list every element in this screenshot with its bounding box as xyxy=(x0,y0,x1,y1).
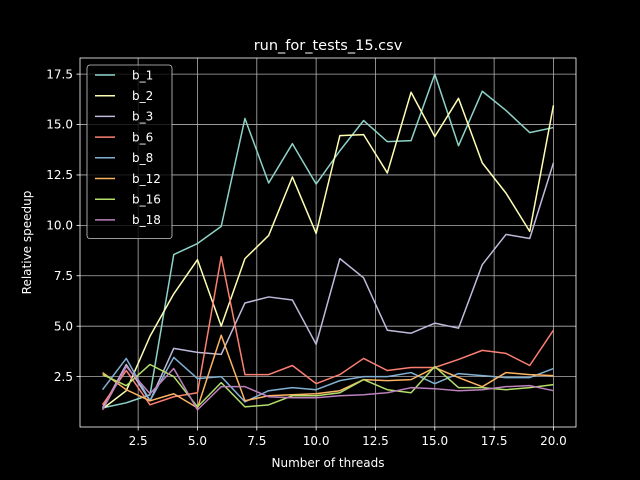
x-tick-label: 15.0 xyxy=(421,434,448,448)
series-line-b-16 xyxy=(102,363,554,408)
series-line-b-12 xyxy=(102,334,554,409)
legend-label: b_18 xyxy=(132,213,161,227)
y-tick-label: 5.0 xyxy=(54,319,73,333)
legend-label: b_16 xyxy=(132,193,161,207)
series-line-b-2 xyxy=(102,91,555,410)
x-tick-label: 2.5 xyxy=(129,434,148,448)
x-tick-label: 12.5 xyxy=(362,434,389,448)
x-tick-label: 20.0 xyxy=(540,434,567,448)
y-tick-label: 10.0 xyxy=(46,219,73,233)
y-axis-label: Relative speedup xyxy=(20,191,34,295)
plot-frame xyxy=(79,57,577,428)
axis-ticks: 2.5 5.0 7.5 10.0 12.5 15.0 17.5 20.0 2.5 5.0 7.5 10… xyxy=(46,67,567,448)
x-tick-label: 7.5 xyxy=(247,434,266,448)
legend-label: b_2 xyxy=(132,89,153,103)
x-tick-label: 10.0 xyxy=(303,434,330,448)
series-line-b-8 xyxy=(101,356,554,403)
series-line-b-1 xyxy=(102,73,554,409)
y-tick-label: 12.5 xyxy=(46,168,73,182)
legend-label: b_1 xyxy=(132,68,153,82)
legend-label: b_12 xyxy=(132,172,161,186)
legend: b_1 b_2 b_3 b_6 b_8 b_12 b_16 b_18 xyxy=(86,64,173,240)
series-line-b-3 xyxy=(101,162,555,409)
y-tick-label: 17.5 xyxy=(46,67,73,81)
x-axis-label: Number of threads xyxy=(272,456,385,470)
legend-box xyxy=(86,64,173,240)
series-line-b-18 xyxy=(101,365,554,411)
legend-label: b_6 xyxy=(132,130,153,144)
chart-title: run_for_tests_15.csv xyxy=(254,38,403,54)
y-tick-label: 15.0 xyxy=(46,118,73,132)
x-tick-label: 17.5 xyxy=(481,434,508,448)
legend-label: b_3 xyxy=(132,110,153,124)
series-lines xyxy=(101,73,555,411)
x-tick-label: 5.0 xyxy=(188,434,207,448)
y-tick-label: 2.5 xyxy=(54,370,73,384)
y-tick-label: 7.5 xyxy=(54,269,73,283)
legend-label: b_8 xyxy=(132,151,153,165)
